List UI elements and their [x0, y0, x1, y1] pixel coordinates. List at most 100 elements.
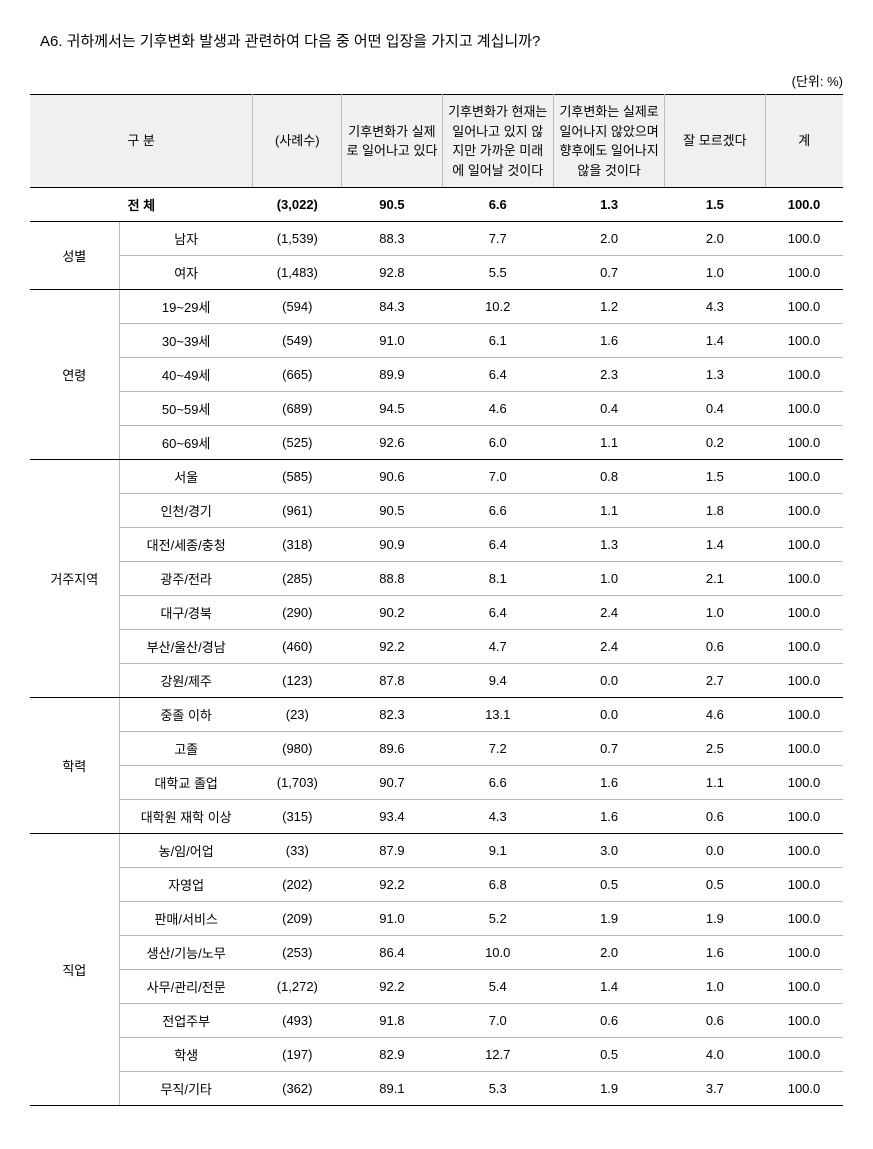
cell-n: (197)	[253, 1038, 342, 1072]
cell-c4: 1.8	[665, 494, 765, 528]
sub-label: 농/임/어업	[119, 834, 253, 868]
cell-n: (253)	[253, 936, 342, 970]
cell-c5: 100.0	[765, 324, 843, 358]
header-n: (사례수)	[253, 95, 342, 188]
cell-c3: 0.5	[553, 1038, 664, 1072]
cell-c4: 1.5	[665, 460, 765, 494]
cell-c5: 100.0	[765, 664, 843, 698]
cell-c2: 7.0	[442, 1004, 553, 1038]
cell-c4: 1.0	[665, 256, 765, 290]
cell-c3: 0.0	[553, 698, 664, 732]
sub-label: 대학원 재학 이상	[119, 800, 253, 834]
cell-c5: 100.0	[765, 800, 843, 834]
cell-c2: 4.7	[442, 630, 553, 664]
cell-c4: 2.0	[665, 222, 765, 256]
cell-c3: 1.4	[553, 970, 664, 1004]
sub-label: 중졸 이하	[119, 698, 253, 732]
cell-c2: 13.1	[442, 698, 553, 732]
cell-c5: 100.0	[765, 732, 843, 766]
cell-c3: 2.3	[553, 358, 664, 392]
cell-n: (362)	[253, 1072, 342, 1106]
total-c1: 90.5	[342, 188, 442, 222]
cell-c3: 1.0	[553, 562, 664, 596]
cell-c3: 2.4	[553, 596, 664, 630]
cell-c4: 0.6	[665, 1004, 765, 1038]
cell-c5: 100.0	[765, 630, 843, 664]
cell-c4: 1.9	[665, 902, 765, 936]
sub-label: 여자	[119, 256, 253, 290]
cell-c4: 1.4	[665, 324, 765, 358]
sub-label: 대학교 졸업	[119, 766, 253, 800]
cell-c4: 1.1	[665, 766, 765, 800]
cell-c2: 6.4	[442, 596, 553, 630]
group-label: 성별	[30, 222, 119, 290]
cell-n: (980)	[253, 732, 342, 766]
cell-c5: 100.0	[765, 528, 843, 562]
cell-c5: 100.0	[765, 256, 843, 290]
cell-n: (123)	[253, 664, 342, 698]
cell-c1: 92.2	[342, 630, 442, 664]
cell-c4: 0.6	[665, 630, 765, 664]
cell-n: (315)	[253, 800, 342, 834]
cell-n: (460)	[253, 630, 342, 664]
cell-c1: 93.4	[342, 800, 442, 834]
cell-c4: 1.6	[665, 936, 765, 970]
sub-label: 광주/전라	[119, 562, 253, 596]
cell-c5: 100.0	[765, 766, 843, 800]
cell-c3: 3.0	[553, 834, 664, 868]
group-label: 거주지역	[30, 460, 119, 698]
cell-c1: 90.5	[342, 494, 442, 528]
cell-c5: 100.0	[765, 290, 843, 324]
cell-c3: 1.2	[553, 290, 664, 324]
cell-n: (1,483)	[253, 256, 342, 290]
cell-c2: 4.6	[442, 392, 553, 426]
total-n: (3,022)	[253, 188, 342, 222]
cell-c1: 88.8	[342, 562, 442, 596]
cell-c1: 82.3	[342, 698, 442, 732]
cell-c2: 5.3	[442, 1072, 553, 1106]
cell-c5: 100.0	[765, 698, 843, 732]
cell-c3: 1.6	[553, 766, 664, 800]
cell-n: (961)	[253, 494, 342, 528]
cell-c1: 89.9	[342, 358, 442, 392]
survey-table: 구 분 (사례수) 기후변화가 실제로 일어나고 있다 기후변화가 현재는 일어…	[30, 94, 843, 1106]
total-c2: 6.6	[442, 188, 553, 222]
cell-c4: 0.0	[665, 834, 765, 868]
sub-label: 판매/서비스	[119, 902, 253, 936]
cell-c2: 6.4	[442, 358, 553, 392]
cell-n: (285)	[253, 562, 342, 596]
total-label: 전 체	[30, 188, 253, 222]
cell-c1: 84.3	[342, 290, 442, 324]
total-c3: 1.3	[553, 188, 664, 222]
cell-c1: 91.0	[342, 324, 442, 358]
header-c5: 계	[765, 95, 843, 188]
cell-c1: 91.8	[342, 1004, 442, 1038]
sub-label: 부산/울산/경남	[119, 630, 253, 664]
cell-c5: 100.0	[765, 1038, 843, 1072]
cell-c4: 0.6	[665, 800, 765, 834]
sub-label: 대구/경북	[119, 596, 253, 630]
cell-c1: 90.2	[342, 596, 442, 630]
cell-c5: 100.0	[765, 902, 843, 936]
sub-label: 30~39세	[119, 324, 253, 358]
cell-c4: 4.3	[665, 290, 765, 324]
sub-label: 고졸	[119, 732, 253, 766]
cell-c5: 100.0	[765, 460, 843, 494]
cell-c4: 3.7	[665, 1072, 765, 1106]
cell-n: (665)	[253, 358, 342, 392]
cell-c2: 9.1	[442, 834, 553, 868]
sub-label: 강원/제주	[119, 664, 253, 698]
cell-c2: 6.8	[442, 868, 553, 902]
sub-label: 자영업	[119, 868, 253, 902]
cell-c3: 1.1	[553, 494, 664, 528]
cell-c3: 1.9	[553, 902, 664, 936]
unit-label: (단위: %)	[30, 71, 843, 90]
question-title: A6. 귀하께서는 기후변화 발생과 관련하여 다음 중 어떤 입장을 가지고 …	[30, 30, 843, 51]
cell-n: (1,703)	[253, 766, 342, 800]
cell-c1: 94.5	[342, 392, 442, 426]
cell-c1: 91.0	[342, 902, 442, 936]
cell-n: (493)	[253, 1004, 342, 1038]
cell-c2: 7.2	[442, 732, 553, 766]
sub-label: 서울	[119, 460, 253, 494]
cell-c3: 1.1	[553, 426, 664, 460]
